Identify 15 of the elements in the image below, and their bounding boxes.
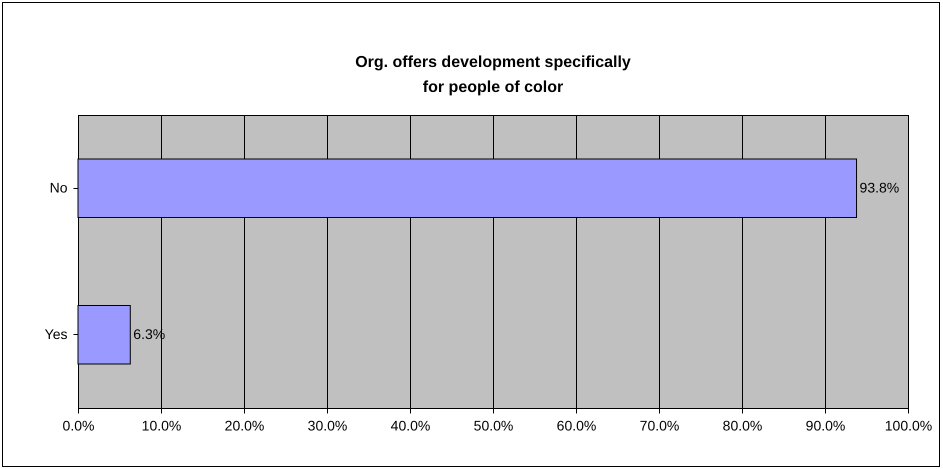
x-tick-label: 90.0% — [806, 418, 846, 434]
x-tick-label: 100.0% — [884, 418, 932, 434]
data-label: 93.8% — [860, 179, 900, 196]
chart-title: Org. offers development specifically for people of color — [355, 54, 631, 96]
y-tick-label: Yes — [44, 326, 68, 342]
x-tick-label: 10.0% — [142, 418, 182, 434]
x-tick-label: 70.0% — [640, 418, 680, 434]
x-tick-label: 30.0% — [308, 418, 348, 434]
x-tick-label: 0.0% — [62, 418, 94, 434]
x-tick-label: 80.0% — [722, 418, 762, 434]
x-tick-label: 40.0% — [390, 418, 430, 434]
x-tick-label: 60.0% — [556, 418, 596, 434]
y-tick-label: No — [50, 179, 68, 196]
x-tick-label: 50.0% — [474, 418, 514, 434]
x-tick-label: 20.0% — [224, 418, 264, 434]
